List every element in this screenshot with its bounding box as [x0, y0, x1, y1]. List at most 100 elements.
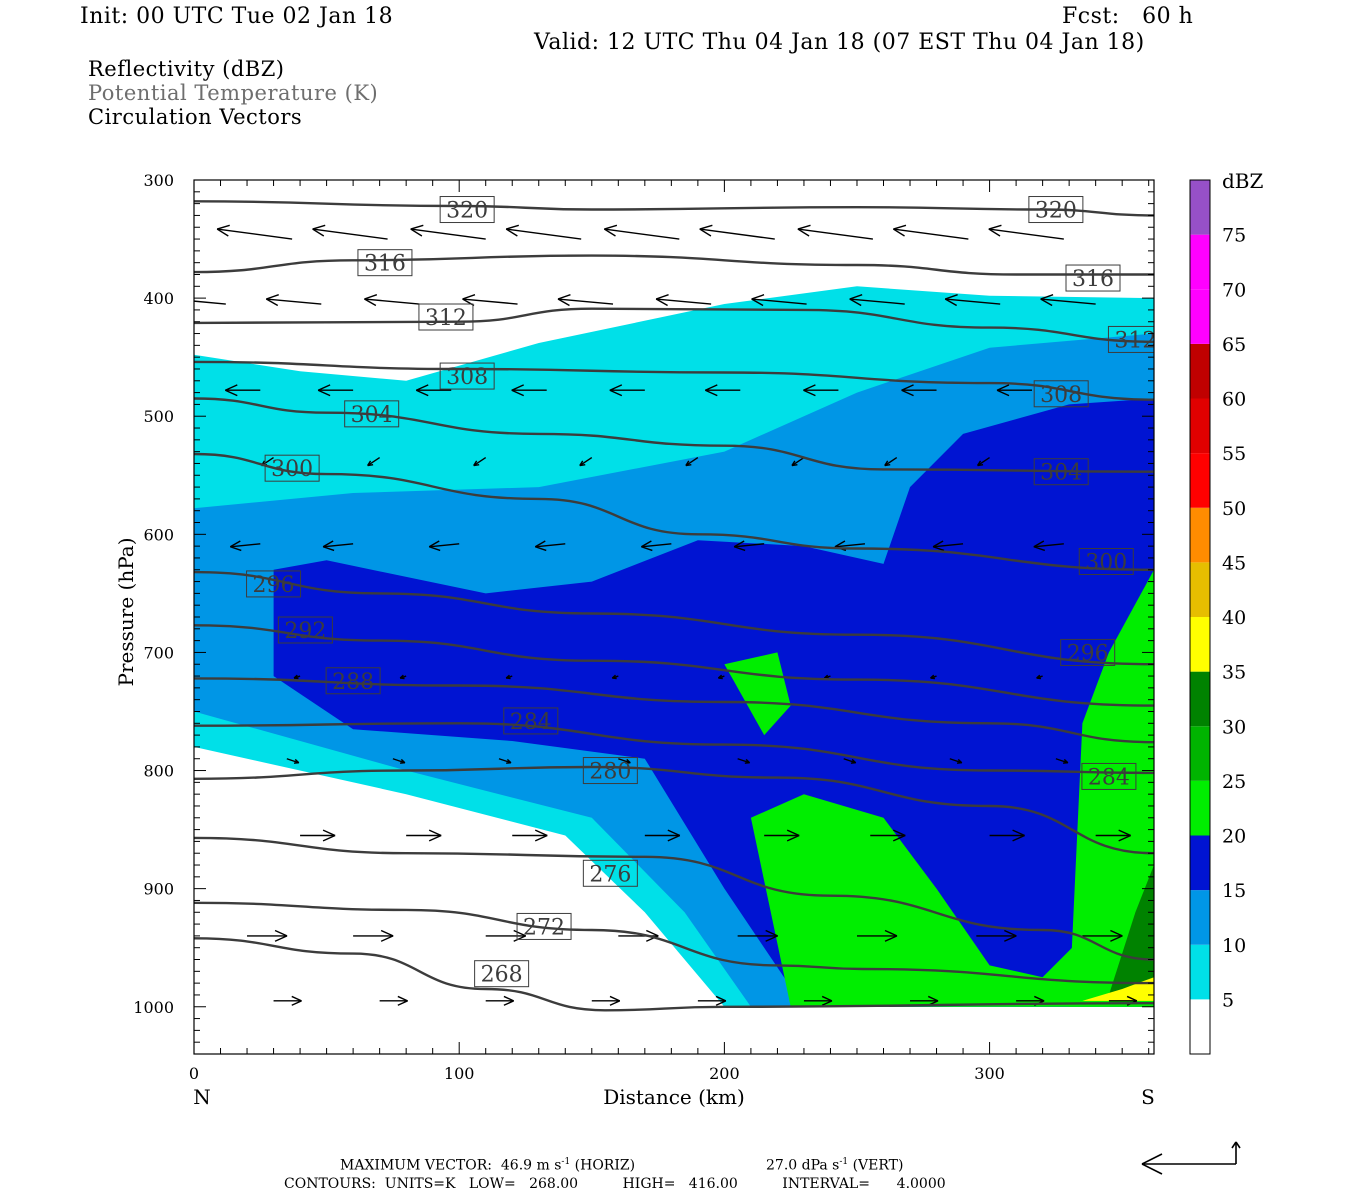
- circulation-vector: [976, 456, 990, 467]
- svg-text:312: 312: [425, 306, 467, 331]
- contour-label-320: 320: [439, 196, 495, 224]
- svg-text:308: 308: [1040, 383, 1082, 408]
- y-tick-label: 300: [143, 171, 174, 190]
- circulation-vector: [505, 224, 582, 240]
- circulation-vector: [392, 758, 406, 764]
- circulation-vector: [1095, 829, 1131, 842]
- theta-contour-312: [194, 307, 1154, 343]
- circulation-vector: [505, 674, 513, 680]
- circulation-vector: [557, 294, 614, 307]
- circulation-vector: [353, 929, 394, 942]
- circulation-vector: [194, 238, 195, 240]
- max-vector-text: MAXIMUM VECTOR: 46.9 m s: [340, 1157, 562, 1174]
- contour-label-304: 304: [1033, 458, 1089, 486]
- circulation-vector: [379, 995, 408, 1006]
- svg-text:316: 316: [364, 252, 406, 277]
- circulation-vector: [764, 829, 800, 842]
- colorbar-swatch-55: [1190, 398, 1210, 454]
- circulation-vector: [498, 758, 512, 764]
- circulation-vector: [229, 540, 261, 552]
- colorbar-swatch-25: [1190, 726, 1210, 781]
- circulation-vector: [849, 294, 905, 307]
- footer-vert-vector: 27.0 dPa s-1 (VERT): [766, 1157, 903, 1174]
- valid-time: Valid: 12 UTC Thu 04 Jan 18 (07 EST Thu …: [534, 30, 1145, 55]
- circulation-vector: [797, 224, 873, 240]
- theta-contour-268: [194, 937, 1154, 1012]
- svg-text:296: 296: [1067, 641, 1109, 666]
- colorbar-swatch-35: [1190, 617, 1210, 672]
- svg-text:288: 288: [332, 670, 374, 695]
- y-tick-label: 900: [143, 880, 174, 899]
- colorbar-swatch-30: [1190, 671, 1210, 727]
- circulation-vector: [1040, 294, 1096, 307]
- colorbar-swatch-45: [1190, 507, 1210, 563]
- colorbar-label: 20: [1222, 826, 1246, 848]
- colorbar-label: 30: [1222, 716, 1246, 738]
- svg-text:280: 280: [589, 760, 631, 785]
- circulation-vector: [640, 540, 672, 552]
- y-tick-label: 500: [143, 407, 174, 426]
- circulation-vector: [286, 758, 300, 764]
- contour-label-300: 300: [264, 454, 320, 482]
- circulation-vector: [697, 995, 727, 1006]
- svg-text:304: 304: [1040, 461, 1082, 486]
- circulation-vector: [406, 829, 442, 842]
- svg-text:300: 300: [1085, 550, 1127, 575]
- circulation-vector: [415, 384, 452, 397]
- theta-contour-280: [194, 765, 1154, 855]
- circulation-vector: [216, 224, 293, 240]
- colorbar-label: 60: [1222, 389, 1246, 411]
- reflectivity-fill-layer: [194, 286, 1154, 1007]
- colorbar-unit-label: dBZ: [1222, 169, 1264, 193]
- x-tick-label: 300: [974, 1064, 1005, 1083]
- max-vector-exponent: -1: [561, 1157, 571, 1167]
- theta-contour-292: [194, 624, 1154, 707]
- circulation-vector: [843, 758, 857, 764]
- contour-label-300: 300: [1078, 547, 1134, 575]
- colorbar-label: 25: [1222, 771, 1246, 793]
- circulation-vector: [247, 929, 288, 942]
- legend-circulation-vectors: Circulation Vectors: [88, 105, 303, 129]
- footer-contours: CONTOURS: UNITS=K LOW= 268.00 HIGH= 416.…: [284, 1176, 946, 1192]
- circulation-vector: [737, 758, 751, 764]
- circulation-vector: [1036, 674, 1043, 680]
- circulation-vector-layer: [194, 224, 1138, 1006]
- colorbar-label: 45: [1222, 552, 1246, 574]
- colorbar-label: 55: [1222, 443, 1246, 465]
- contour-label-316: 316: [357, 249, 413, 277]
- circulation-vector: [751, 294, 807, 307]
- circulation-vector: [1055, 758, 1069, 764]
- circulation-vector: [364, 294, 420, 307]
- svg-text:296: 296: [253, 573, 295, 598]
- circulation-vector: [273, 995, 302, 1006]
- circulation-vector: [293, 674, 301, 680]
- contour-label-268: 268: [474, 960, 530, 988]
- colorbar-swatch-75: [1190, 180, 1210, 235]
- theta-contour-288: [194, 677, 1154, 744]
- circulation-vector: [856, 929, 898, 942]
- x-tick-label: 200: [709, 1064, 740, 1083]
- footer-max-vector: MAXIMUM VECTOR: 46.9 m s-1 (HORIZ): [340, 1157, 635, 1174]
- circulation-vector: [1033, 540, 1064, 552]
- svg-text:316: 316: [1072, 267, 1114, 292]
- theta-contour-304: [194, 397, 1154, 473]
- circulation-vector: [485, 929, 526, 942]
- circulation-vector: [884, 456, 898, 467]
- circulation-vector: [512, 829, 548, 842]
- vert-vector-text: 27.0 dPa s: [766, 1157, 840, 1174]
- svg-text:320: 320: [1035, 199, 1077, 224]
- circulation-vector: [322, 540, 354, 552]
- circulation-vector: [591, 995, 621, 1006]
- colorbar-border: [1189, 179, 1211, 1055]
- svg-text:268: 268: [481, 963, 523, 988]
- contour-label-284: 284: [1081, 762, 1137, 790]
- x-tick-label: 0: [189, 1064, 199, 1083]
- circulation-vector: [644, 829, 681, 842]
- colorbar-label: 75: [1222, 225, 1246, 247]
- contour-label-296: 296: [1060, 638, 1116, 666]
- circulation-vector: [410, 224, 486, 240]
- x-axis-title: Distance (km): [603, 1085, 745, 1109]
- colorbar-swatch-10: [1190, 890, 1210, 945]
- forecast-hour: Fcst: 60 h: [1062, 4, 1194, 29]
- contour-label-276: 276: [582, 859, 638, 887]
